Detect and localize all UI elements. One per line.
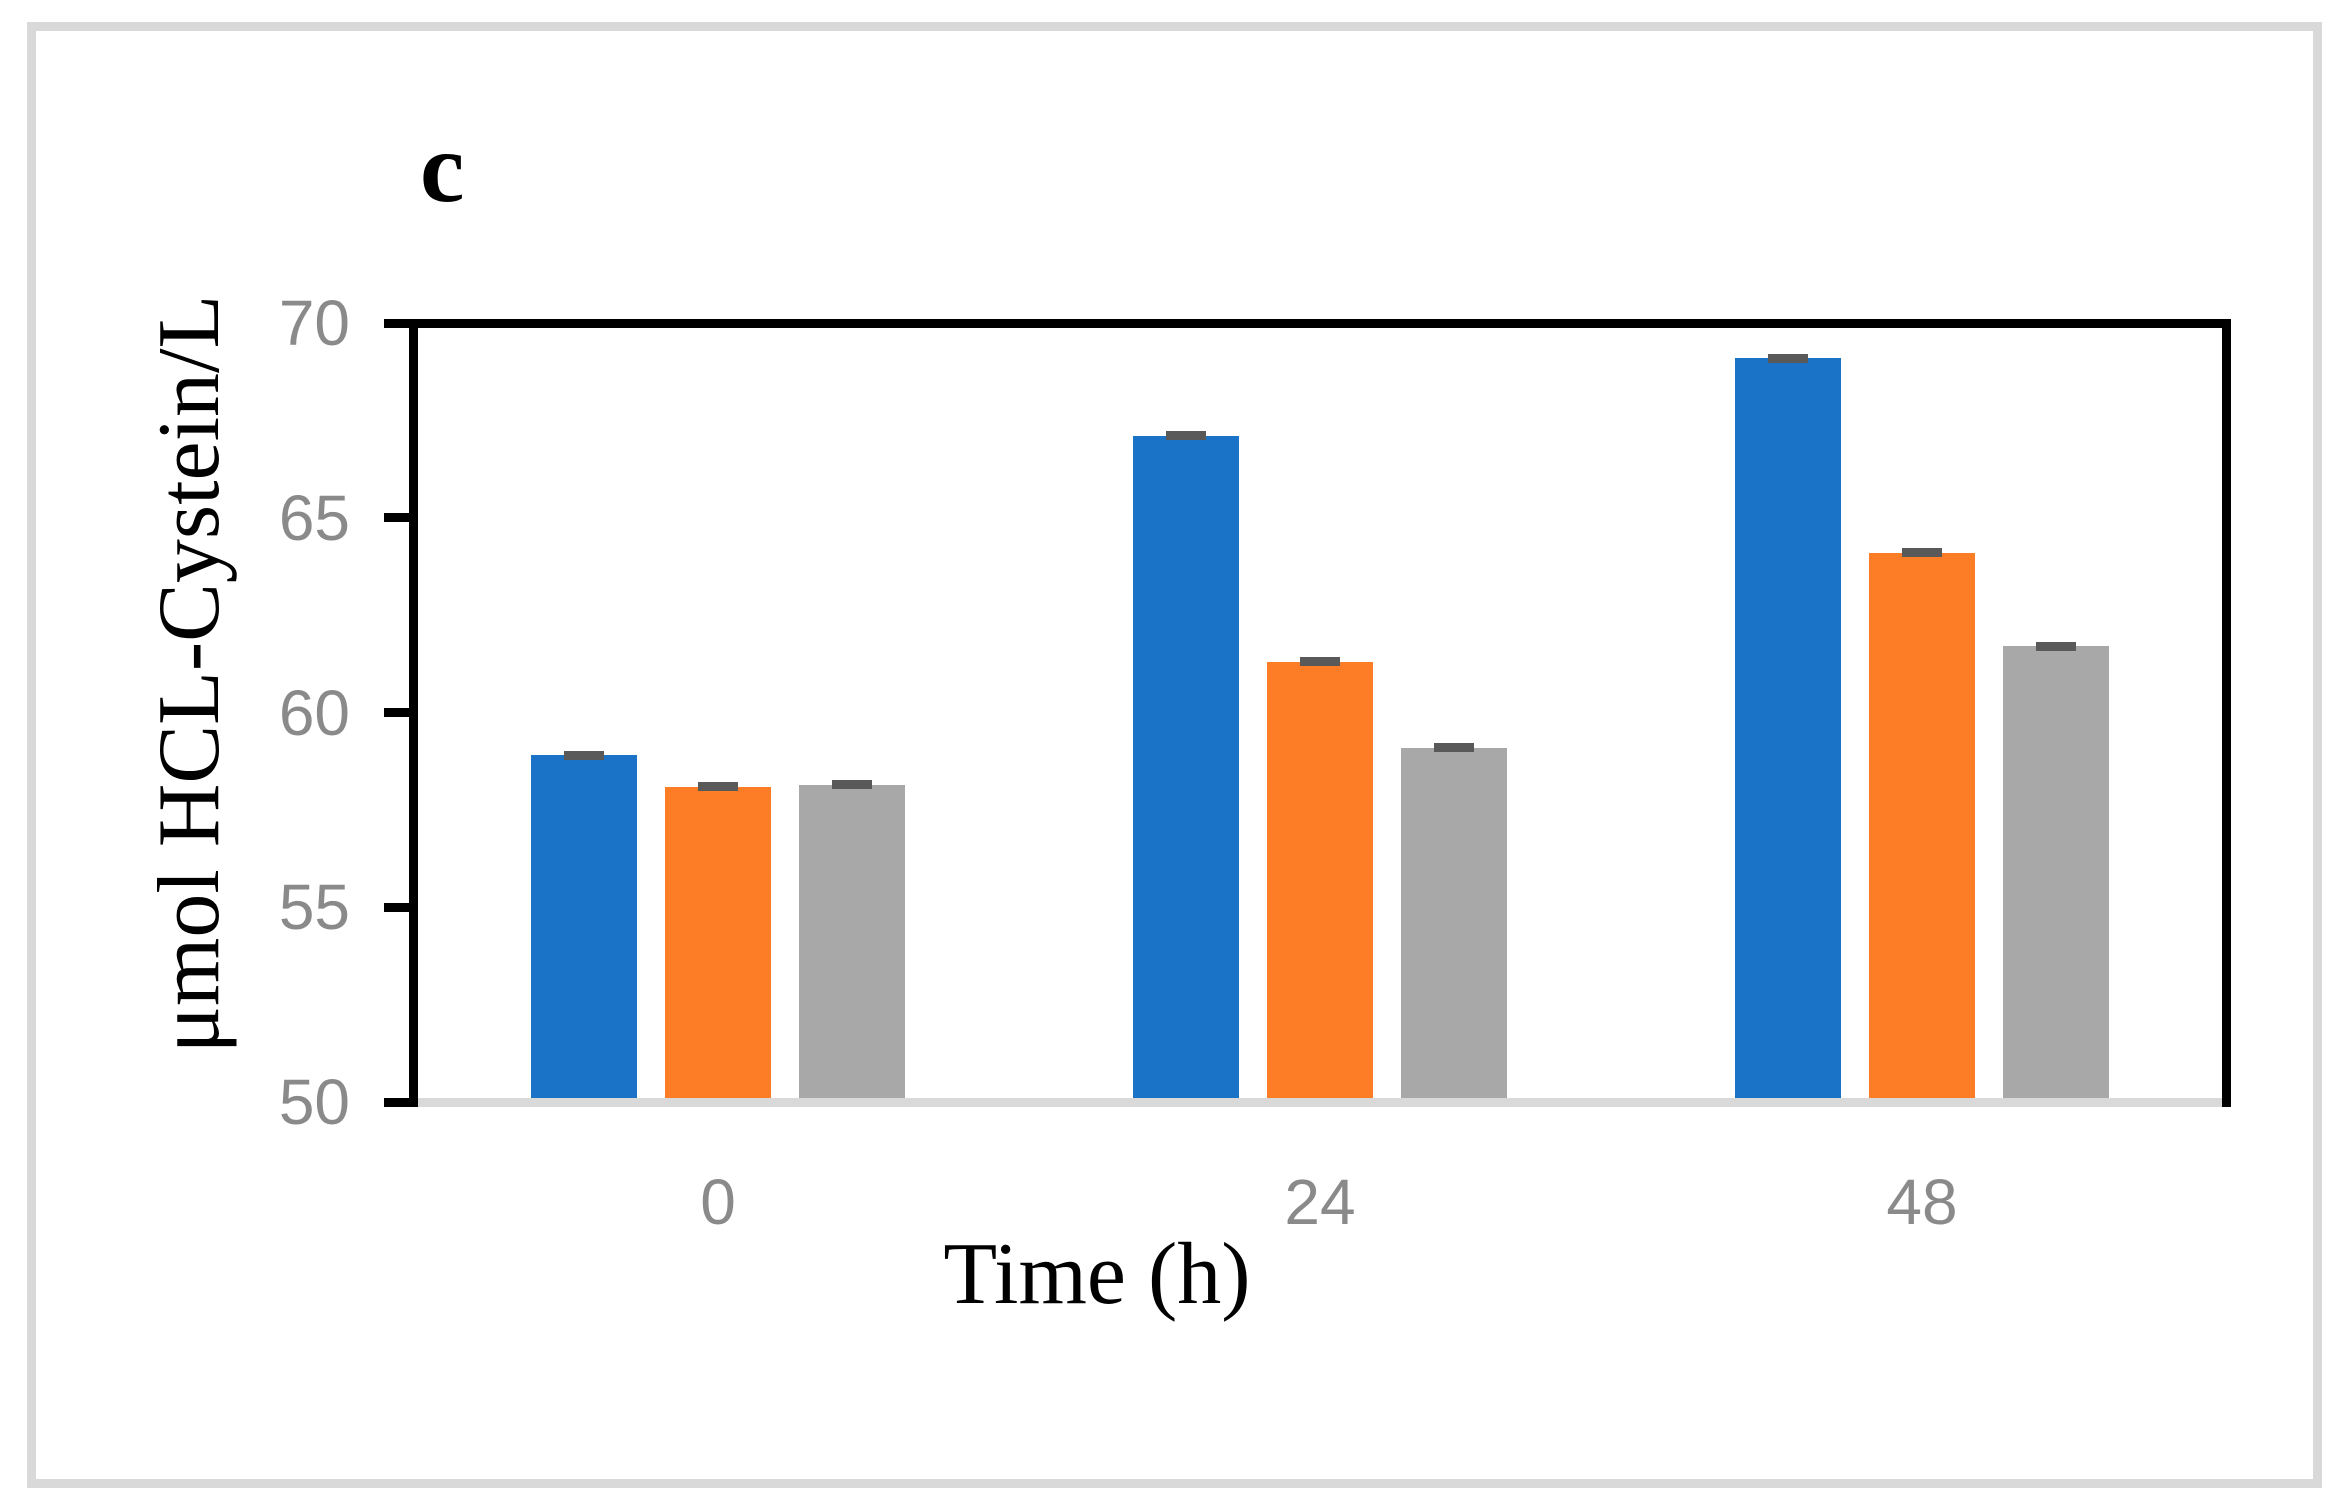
x-axis-line [418, 1098, 2222, 1107]
error-cap-blue-0 [564, 750, 604, 760]
bar-orange-48 [1869, 552, 1975, 1098]
bar-blue-0 [531, 755, 637, 1098]
bar-gray-0 [799, 784, 905, 1098]
error-cap-blue-48 [1768, 353, 1808, 363]
x-tick-label-0: 0 [700, 1166, 736, 1238]
bar-gray-24 [1401, 747, 1507, 1098]
figure-border [27, 22, 2322, 1488]
y-axis-line [409, 319, 418, 1107]
x-axis-title: Time (h) [943, 1226, 1251, 1323]
x-tick-label-24: 24 [1284, 1166, 1356, 1238]
plot-right-border [2222, 319, 2231, 1107]
y-tick-60 [384, 708, 409, 717]
x-tick-label-48: 48 [1886, 1166, 1958, 1238]
y-tick-65 [384, 513, 409, 523]
bar-orange-24 [1267, 661, 1373, 1098]
bar-blue-48 [1735, 358, 1841, 1098]
error-cap-orange-48 [1902, 548, 1942, 558]
error-cap-orange-0 [698, 782, 738, 791]
error-cap-gray-0 [832, 780, 872, 790]
bar-blue-24 [1133, 435, 1239, 1098]
y-tick-70 [384, 318, 409, 328]
error-cap-gray-24 [1434, 743, 1474, 753]
y-tick-label-50: 50 [278, 1066, 350, 1138]
error-cap-orange-24 [1300, 657, 1340, 667]
error-cap-gray-48 [2036, 641, 2076, 651]
plot-top-border [409, 319, 2231, 328]
y-tick-55 [384, 902, 409, 912]
panel-label: c [420, 112, 465, 223]
bar-gray-48 [2003, 646, 2109, 1098]
y-tick-label-70: 70 [278, 287, 350, 359]
bar-orange-0 [665, 786, 771, 1098]
y-tick-label-65: 65 [278, 481, 350, 554]
y-tick-label-55: 55 [278, 871, 350, 944]
y-tick-50 [384, 1097, 409, 1107]
y-tick-label-60: 60 [278, 676, 350, 749]
error-cap-blue-24 [1166, 431, 1206, 441]
